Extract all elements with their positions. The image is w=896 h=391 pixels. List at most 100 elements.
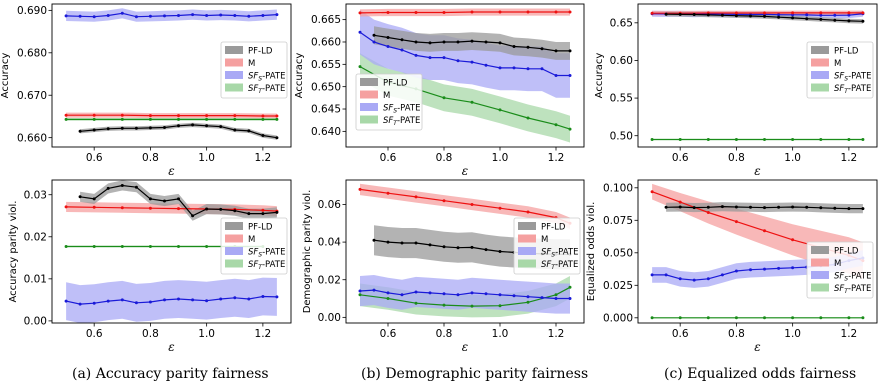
data-point: [526, 67, 530, 71]
y-tick-label: 0.100: [603, 182, 633, 194]
x-tick-label: 0.8: [728, 328, 745, 340]
caption-b: (b) Demographic parity fairness: [361, 366, 589, 382]
data-point: [148, 300, 152, 304]
x-tick-label: 1.2: [255, 328, 272, 340]
data-point: [763, 14, 766, 18]
data-point: [247, 212, 251, 216]
y-axis-label: Equalized odds viol.: [586, 202, 597, 302]
x-tick-label: 1.0: [784, 328, 801, 340]
data-point: [498, 304, 502, 308]
data-point: [498, 108, 502, 112]
y-tick-label: 0.04: [318, 237, 342, 249]
x-axis-label: ε: [754, 164, 760, 178]
legend-label-PF-LD: PF-LD: [541, 223, 566, 233]
data-point: [456, 246, 460, 250]
data-point: [247, 297, 251, 301]
chart-b-top: 0.6 0.8 1.0 1.2 0.640 0.645 0.650 0.655 0.660 0.6…: [294, 3, 585, 178]
data-point: [414, 241, 418, 245]
data-point: [92, 128, 96, 132]
data-point: [847, 19, 851, 23]
legend-label-SF_T-PATE: SFT-PATE: [383, 116, 420, 127]
x-tick-label: 0.6: [380, 328, 397, 340]
axes-frame: [345, 179, 585, 324]
data-point: [442, 56, 446, 60]
data-point: [134, 185, 138, 189]
data-point: [763, 267, 766, 271]
data-point: [833, 18, 837, 22]
y-tick-label: 0.50: [610, 130, 633, 142]
data-point: [148, 126, 152, 130]
x-tick-label: 0.8: [436, 328, 453, 340]
data-point: [177, 207, 180, 211]
data-point: [205, 207, 209, 211]
data-point: [205, 117, 209, 121]
data-point: [498, 10, 502, 14]
data-point: [120, 206, 124, 210]
x-tick-label: 1.0: [492, 328, 509, 340]
y-tick-label: 0.650: [311, 81, 341, 93]
data-point: [120, 126, 124, 130]
series-line-SF_S-PATE: [359, 31, 570, 77]
data-point: [650, 273, 654, 277]
data-point: [777, 205, 781, 209]
data-point: [106, 186, 110, 190]
legend-label-SF_T-PATE: SFT-PATE: [834, 84, 871, 95]
data-point: [400, 38, 404, 42]
data-point: [148, 117, 152, 121]
legend-label-M: M: [383, 91, 390, 101]
data-point: [568, 49, 572, 53]
series-band-PF-LD: [80, 122, 277, 140]
data-point: [386, 191, 390, 195]
data-point: [92, 245, 96, 248]
legend-swatch-SF_S-PATE: [811, 271, 829, 279]
data-point: [372, 33, 376, 37]
data-point: [861, 19, 865, 23]
data-point: [568, 297, 572, 300]
legend-swatch-SF_T-PATE: [811, 83, 829, 92]
data-point: [442, 96, 446, 100]
data-point: [233, 14, 237, 17]
data-point: [777, 266, 781, 270]
data-point: [819, 11, 823, 15]
legend-swatch-SF_S-PATE: [360, 103, 378, 111]
data-point: [847, 13, 851, 17]
data-point: [847, 207, 851, 211]
data-point: [664, 12, 668, 16]
legend-swatch-SF_T-PATE: [360, 115, 378, 124]
data-point: [233, 114, 237, 118]
data-point: [692, 278, 696, 282]
series-band-M: [360, 183, 570, 229]
data-point: [456, 40, 460, 44]
legend-swatch-PF-LD: [225, 222, 243, 230]
data-point: [247, 129, 251, 133]
data-point: [734, 205, 738, 209]
data-point: [372, 238, 376, 242]
data-point: [177, 297, 180, 301]
series-band-PF-LD: [374, 26, 570, 60]
x-axis-label: ε: [168, 340, 174, 354]
data-point: [219, 297, 223, 301]
data-point: [177, 117, 180, 121]
data-point: [678, 12, 682, 16]
legend-label-PF-LD: PF-LD: [248, 223, 273, 233]
legend-label-SF_S-PATE: SFS-PATE: [248, 248, 285, 259]
data-point: [706, 211, 710, 214]
data-point: [442, 40, 446, 44]
data-point: [106, 299, 110, 303]
data-point: [358, 293, 362, 297]
data-point: [386, 291, 390, 295]
data-point: [386, 36, 390, 39]
x-tick-label: 0.6: [672, 152, 689, 164]
data-point: [92, 117, 96, 121]
data-point: [470, 203, 474, 206]
data-point: [720, 13, 724, 17]
legend-swatch-PF-LD: [811, 46, 829, 54]
y-tick-label: 0.645: [311, 104, 341, 116]
data-point: [120, 117, 124, 121]
data-point: [470, 245, 474, 249]
data-point: [720, 273, 724, 277]
data-point: [805, 13, 809, 17]
data-point: [275, 117, 279, 121]
